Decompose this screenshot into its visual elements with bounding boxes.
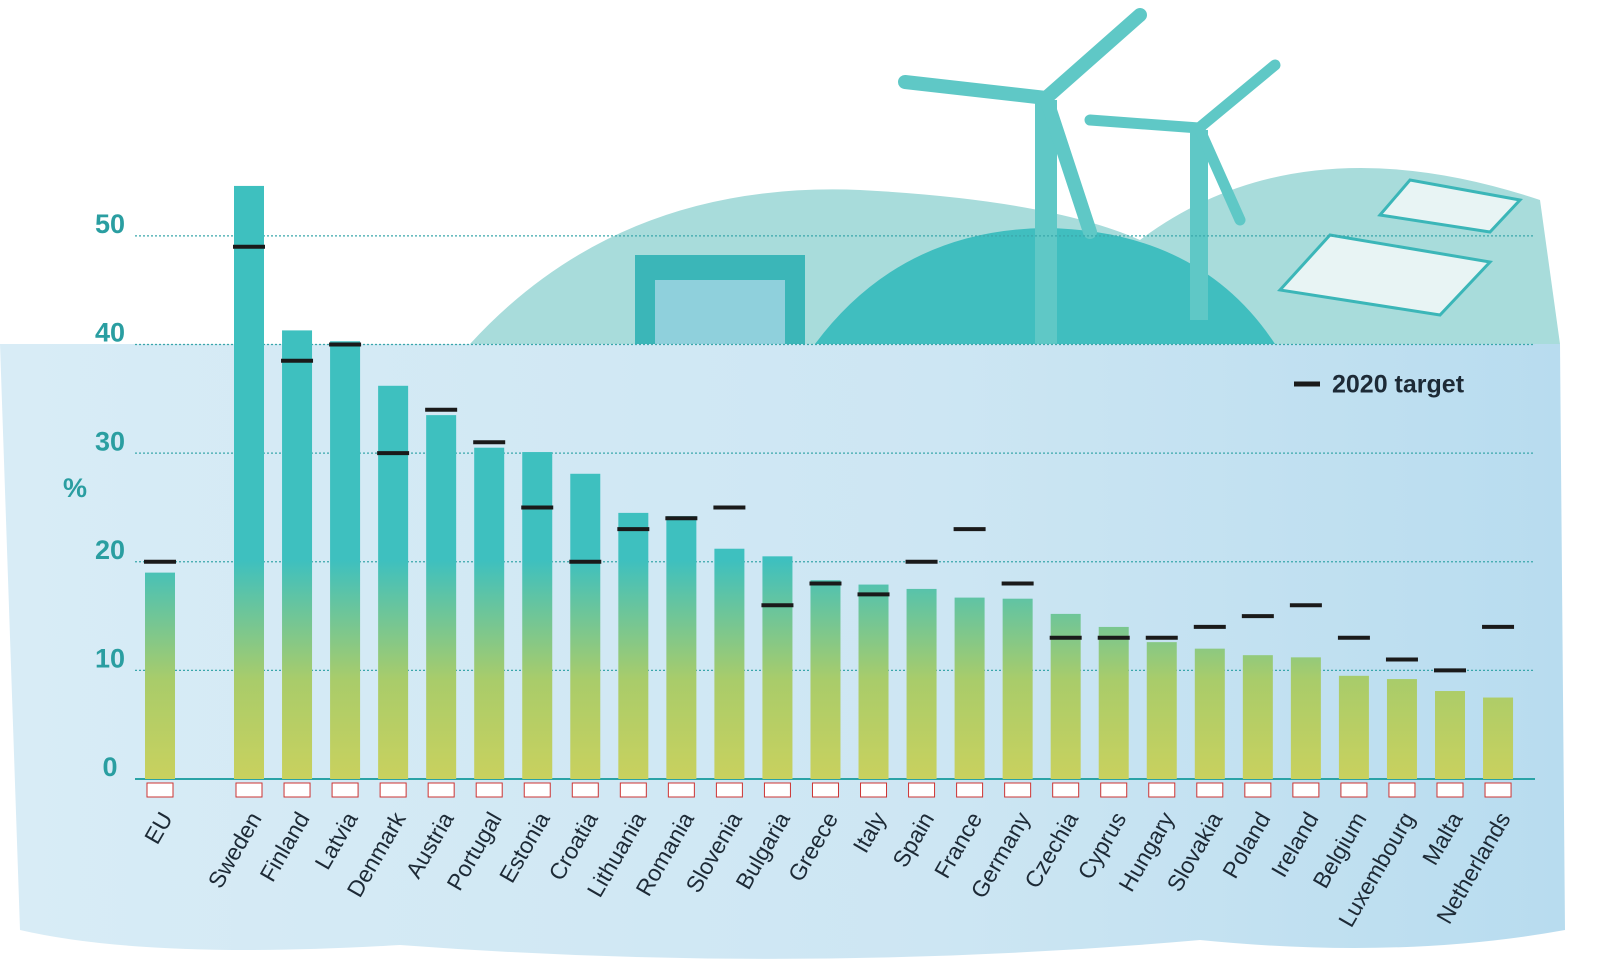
bar <box>1435 691 1465 779</box>
bar <box>145 573 175 779</box>
bar <box>907 589 937 779</box>
chart: % 2020 target 01020304050EUSwedenFinland… <box>0 0 1619 975</box>
flag <box>861 783 887 797</box>
bar <box>1339 676 1369 779</box>
flag <box>572 783 598 797</box>
flag <box>957 783 983 797</box>
bar <box>1195 649 1225 779</box>
bar <box>714 549 744 779</box>
bar <box>522 452 552 779</box>
flag <box>332 783 358 797</box>
flag <box>1149 783 1175 797</box>
flag <box>1437 783 1463 797</box>
y-tick-label: 40 <box>95 318 125 348</box>
bar <box>666 516 696 779</box>
bar <box>618 513 648 779</box>
flag <box>1101 783 1127 797</box>
flag <box>1245 783 1271 797</box>
flag <box>1005 783 1031 797</box>
flag <box>1053 783 1079 797</box>
y-tick-label: 50 <box>95 209 125 239</box>
flag <box>909 783 935 797</box>
flag <box>524 783 550 797</box>
bar <box>1147 642 1177 779</box>
flag <box>716 783 742 797</box>
bar <box>762 556 792 779</box>
bar <box>1387 679 1417 779</box>
flag <box>1293 783 1319 797</box>
y-tick-label: 0 <box>102 752 117 782</box>
y-tick-label: 20 <box>95 535 125 565</box>
bar <box>234 186 264 779</box>
bar <box>810 580 840 779</box>
y-tick-label: 30 <box>95 426 125 456</box>
bar <box>1099 627 1129 779</box>
flag <box>812 783 838 797</box>
bar <box>1291 657 1321 779</box>
flag <box>147 783 173 797</box>
flag <box>380 783 406 797</box>
legend-label: 2020 target <box>1332 371 1465 399</box>
bar <box>330 341 360 779</box>
flag <box>236 783 262 797</box>
flag <box>1389 783 1415 797</box>
bar <box>859 585 889 779</box>
bar <box>474 448 504 779</box>
bar <box>955 598 985 779</box>
bar <box>282 330 312 779</box>
flag <box>1197 783 1223 797</box>
bar <box>570 474 600 779</box>
flag <box>620 783 646 797</box>
flag <box>1485 783 1511 797</box>
flag <box>428 783 454 797</box>
y-tick-label: 10 <box>95 644 125 674</box>
flag <box>668 783 694 797</box>
bar <box>1483 698 1513 779</box>
flag <box>284 783 310 797</box>
bar <box>378 386 408 779</box>
bar <box>426 415 456 779</box>
flag <box>476 783 502 797</box>
y-axis-label: % <box>63 473 87 503</box>
flag <box>1341 783 1367 797</box>
bar <box>1243 655 1273 779</box>
flag <box>764 783 790 797</box>
bar <box>1003 599 1033 779</box>
